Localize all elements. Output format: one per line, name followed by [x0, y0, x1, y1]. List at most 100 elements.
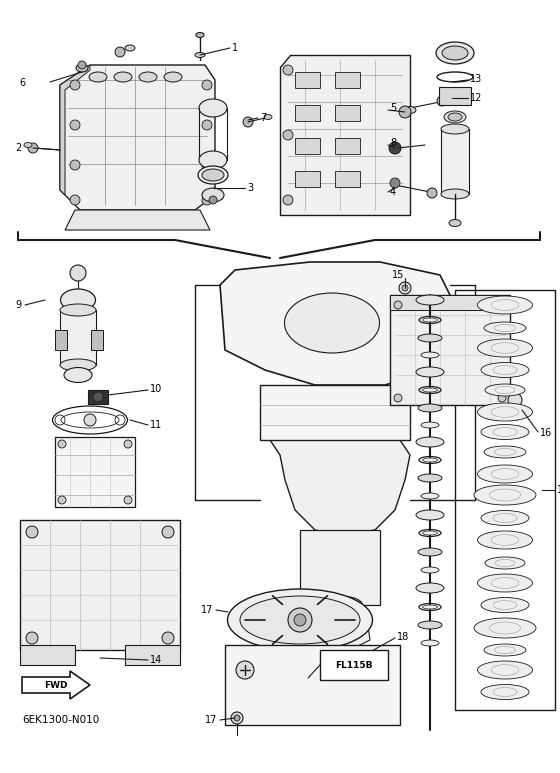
Text: 2: 2 — [16, 143, 22, 153]
Polygon shape — [310, 605, 370, 655]
Circle shape — [243, 117, 253, 127]
Polygon shape — [60, 65, 90, 195]
Circle shape — [70, 80, 80, 90]
Ellipse shape — [448, 113, 462, 121]
Ellipse shape — [421, 567, 439, 573]
Ellipse shape — [478, 339, 533, 357]
Ellipse shape — [227, 589, 372, 651]
Ellipse shape — [76, 64, 88, 72]
Ellipse shape — [199, 151, 227, 169]
Circle shape — [288, 608, 312, 632]
Text: 1: 1 — [232, 43, 238, 53]
Text: 6EK1300-N010: 6EK1300-N010 — [22, 715, 99, 725]
Ellipse shape — [484, 322, 526, 334]
Circle shape — [28, 143, 38, 153]
Ellipse shape — [418, 548, 442, 556]
Text: 7: 7 — [260, 113, 266, 123]
Ellipse shape — [24, 142, 32, 148]
Ellipse shape — [474, 485, 536, 505]
Ellipse shape — [422, 318, 437, 322]
Text: 9: 9 — [16, 300, 22, 310]
Circle shape — [437, 96, 447, 106]
Circle shape — [202, 120, 212, 130]
Ellipse shape — [164, 72, 182, 82]
Text: FL115B: FL115B — [335, 660, 373, 669]
Text: 5: 5 — [390, 103, 396, 113]
Ellipse shape — [416, 510, 444, 520]
Ellipse shape — [421, 640, 439, 646]
Ellipse shape — [422, 458, 437, 462]
Bar — [91, 330, 103, 350]
Ellipse shape — [89, 72, 107, 82]
Ellipse shape — [284, 293, 380, 353]
Bar — [125, 645, 180, 665]
Bar — [335, 72, 360, 88]
Ellipse shape — [422, 531, 437, 535]
Ellipse shape — [60, 304, 96, 316]
Ellipse shape — [198, 166, 228, 184]
Bar — [55, 437, 135, 507]
Circle shape — [202, 160, 212, 170]
Text: 15: 15 — [392, 270, 404, 280]
Ellipse shape — [418, 621, 442, 629]
Circle shape — [115, 47, 125, 57]
Circle shape — [389, 142, 401, 154]
Bar — [295, 171, 320, 187]
Ellipse shape — [478, 465, 533, 483]
Circle shape — [93, 392, 103, 402]
Ellipse shape — [441, 124, 469, 134]
Circle shape — [234, 715, 240, 721]
Bar — [20, 645, 75, 665]
Bar — [295, 72, 320, 88]
Ellipse shape — [64, 367, 92, 383]
Circle shape — [283, 195, 293, 205]
Ellipse shape — [478, 296, 533, 314]
Text: 17: 17 — [200, 605, 213, 615]
Ellipse shape — [481, 363, 529, 377]
Ellipse shape — [449, 220, 461, 226]
Bar — [390, 295, 510, 405]
Circle shape — [84, 414, 96, 426]
Ellipse shape — [474, 618, 536, 638]
Bar — [439, 87, 471, 105]
Circle shape — [399, 106, 411, 118]
Circle shape — [427, 188, 437, 198]
Bar — [55, 330, 67, 350]
Circle shape — [70, 160, 80, 170]
Ellipse shape — [416, 295, 444, 305]
Ellipse shape — [481, 598, 529, 612]
Bar — [60, 310, 96, 365]
Circle shape — [78, 61, 86, 69]
Ellipse shape — [196, 32, 204, 38]
Circle shape — [231, 712, 243, 724]
Ellipse shape — [202, 188, 224, 202]
Text: 11: 11 — [150, 420, 162, 430]
Bar — [295, 138, 320, 154]
Circle shape — [26, 526, 38, 538]
Circle shape — [58, 440, 66, 448]
Ellipse shape — [60, 359, 96, 371]
Polygon shape — [280, 55, 410, 215]
Text: 10: 10 — [150, 384, 162, 394]
Circle shape — [283, 130, 293, 140]
Bar — [441, 129, 469, 194]
Text: 14: 14 — [150, 655, 162, 665]
Circle shape — [394, 394, 402, 402]
Circle shape — [294, 614, 306, 626]
Polygon shape — [22, 671, 90, 699]
Ellipse shape — [416, 437, 444, 447]
Circle shape — [508, 393, 522, 407]
Ellipse shape — [478, 574, 533, 592]
Polygon shape — [60, 65, 215, 210]
Ellipse shape — [481, 510, 529, 526]
Circle shape — [394, 301, 402, 309]
Circle shape — [162, 526, 174, 538]
Bar — [455, 290, 555, 710]
Bar — [510, 408, 524, 416]
Ellipse shape — [114, 72, 132, 82]
Polygon shape — [220, 262, 450, 385]
Ellipse shape — [442, 46, 468, 60]
Ellipse shape — [421, 422, 439, 428]
Text: 16: 16 — [540, 428, 552, 438]
Ellipse shape — [436, 42, 474, 64]
